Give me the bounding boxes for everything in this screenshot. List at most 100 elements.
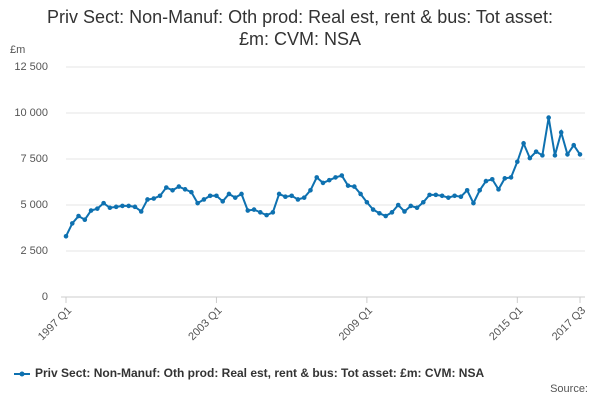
source: Source: bbox=[550, 383, 588, 395]
point bbox=[295, 197, 301, 202]
point bbox=[358, 191, 363, 197]
point bbox=[389, 210, 395, 215]
x-tick-label: 1997 Q1 bbox=[36, 305, 74, 343]
point bbox=[414, 205, 420, 211]
point bbox=[69, 221, 75, 226]
point bbox=[232, 195, 238, 200]
line bbox=[65, 117, 581, 237]
point bbox=[301, 195, 307, 200]
point bbox=[76, 213, 81, 219]
point bbox=[508, 175, 514, 180]
y-tick-label: 0 bbox=[42, 291, 48, 303]
point bbox=[352, 184, 357, 189]
point bbox=[107, 205, 113, 211]
point bbox=[132, 204, 138, 210]
point bbox=[157, 193, 163, 199]
chart-title: Priv Sect: Non-Manuf: Oth prod: Real est… bbox=[47, 7, 553, 49]
point bbox=[540, 153, 545, 158]
point bbox=[402, 209, 407, 214]
point bbox=[333, 175, 338, 180]
point bbox=[126, 203, 131, 209]
point bbox=[170, 187, 175, 193]
point bbox=[314, 175, 320, 180]
point bbox=[276, 191, 282, 197]
point bbox=[521, 141, 526, 146]
point bbox=[552, 153, 558, 158]
point bbox=[220, 199, 226, 204]
x-tick-label: 2003 Q1 bbox=[186, 305, 224, 343]
y-tick-label: 10 000 bbox=[14, 107, 48, 119]
point bbox=[464, 187, 470, 193]
point bbox=[182, 187, 188, 192]
point bbox=[258, 210, 263, 215]
y-tick-label: 2 500 bbox=[20, 245, 48, 257]
point bbox=[458, 194, 464, 200]
point bbox=[120, 203, 125, 209]
point bbox=[565, 152, 570, 157]
point bbox=[527, 155, 533, 161]
point bbox=[433, 192, 439, 198]
point bbox=[138, 209, 144, 214]
point bbox=[88, 208, 94, 213]
y-tick-label: 5 000 bbox=[20, 199, 48, 211]
point bbox=[189, 189, 194, 195]
point bbox=[477, 187, 483, 193]
point bbox=[239, 191, 244, 197]
point bbox=[113, 204, 119, 210]
point bbox=[289, 193, 294, 199]
point bbox=[558, 130, 564, 135]
point bbox=[326, 177, 332, 183]
point bbox=[207, 193, 213, 199]
y-tick-label: 7 500 bbox=[20, 153, 48, 165]
point bbox=[370, 207, 376, 212]
point bbox=[395, 202, 401, 208]
point bbox=[264, 212, 269, 218]
legend-marker bbox=[19, 371, 25, 377]
legend-label: Priv Sect: Non-Manuf: Oth prod: Real est… bbox=[35, 366, 484, 380]
point bbox=[226, 191, 232, 197]
point bbox=[270, 210, 276, 215]
point bbox=[320, 180, 326, 186]
point bbox=[163, 185, 169, 190]
y-tick-label: 12 500 bbox=[14, 61, 48, 73]
point bbox=[308, 187, 313, 193]
point bbox=[383, 213, 388, 219]
point bbox=[515, 159, 520, 165]
point bbox=[101, 200, 106, 206]
x-tick-label: 2015 Q1 bbox=[487, 305, 525, 343]
point bbox=[95, 206, 100, 211]
point bbox=[489, 176, 495, 182]
point bbox=[283, 194, 288, 200]
point bbox=[420, 199, 426, 205]
point bbox=[245, 208, 251, 213]
point bbox=[201, 197, 207, 202]
point bbox=[408, 203, 414, 209]
point bbox=[471, 200, 476, 206]
point bbox=[502, 176, 508, 181]
point bbox=[151, 196, 157, 201]
point bbox=[63, 233, 69, 239]
point bbox=[145, 197, 150, 202]
point bbox=[251, 207, 257, 212]
point bbox=[377, 210, 382, 216]
y-axis-label: £m bbox=[10, 44, 25, 56]
point bbox=[439, 193, 445, 199]
point bbox=[546, 115, 551, 120]
point bbox=[195, 200, 200, 206]
point bbox=[364, 199, 370, 205]
point bbox=[533, 149, 539, 154]
point bbox=[176, 184, 182, 189]
point bbox=[345, 183, 351, 188]
point bbox=[577, 152, 583, 157]
point bbox=[446, 195, 451, 200]
point bbox=[82, 217, 88, 223]
point bbox=[339, 173, 345, 178]
point bbox=[571, 142, 577, 148]
point bbox=[483, 178, 489, 184]
x-tick-label: 2009 Q1 bbox=[337, 305, 375, 343]
x-tick-label: 2017 Q3 bbox=[550, 305, 588, 343]
point bbox=[214, 193, 219, 199]
point bbox=[496, 187, 501, 192]
